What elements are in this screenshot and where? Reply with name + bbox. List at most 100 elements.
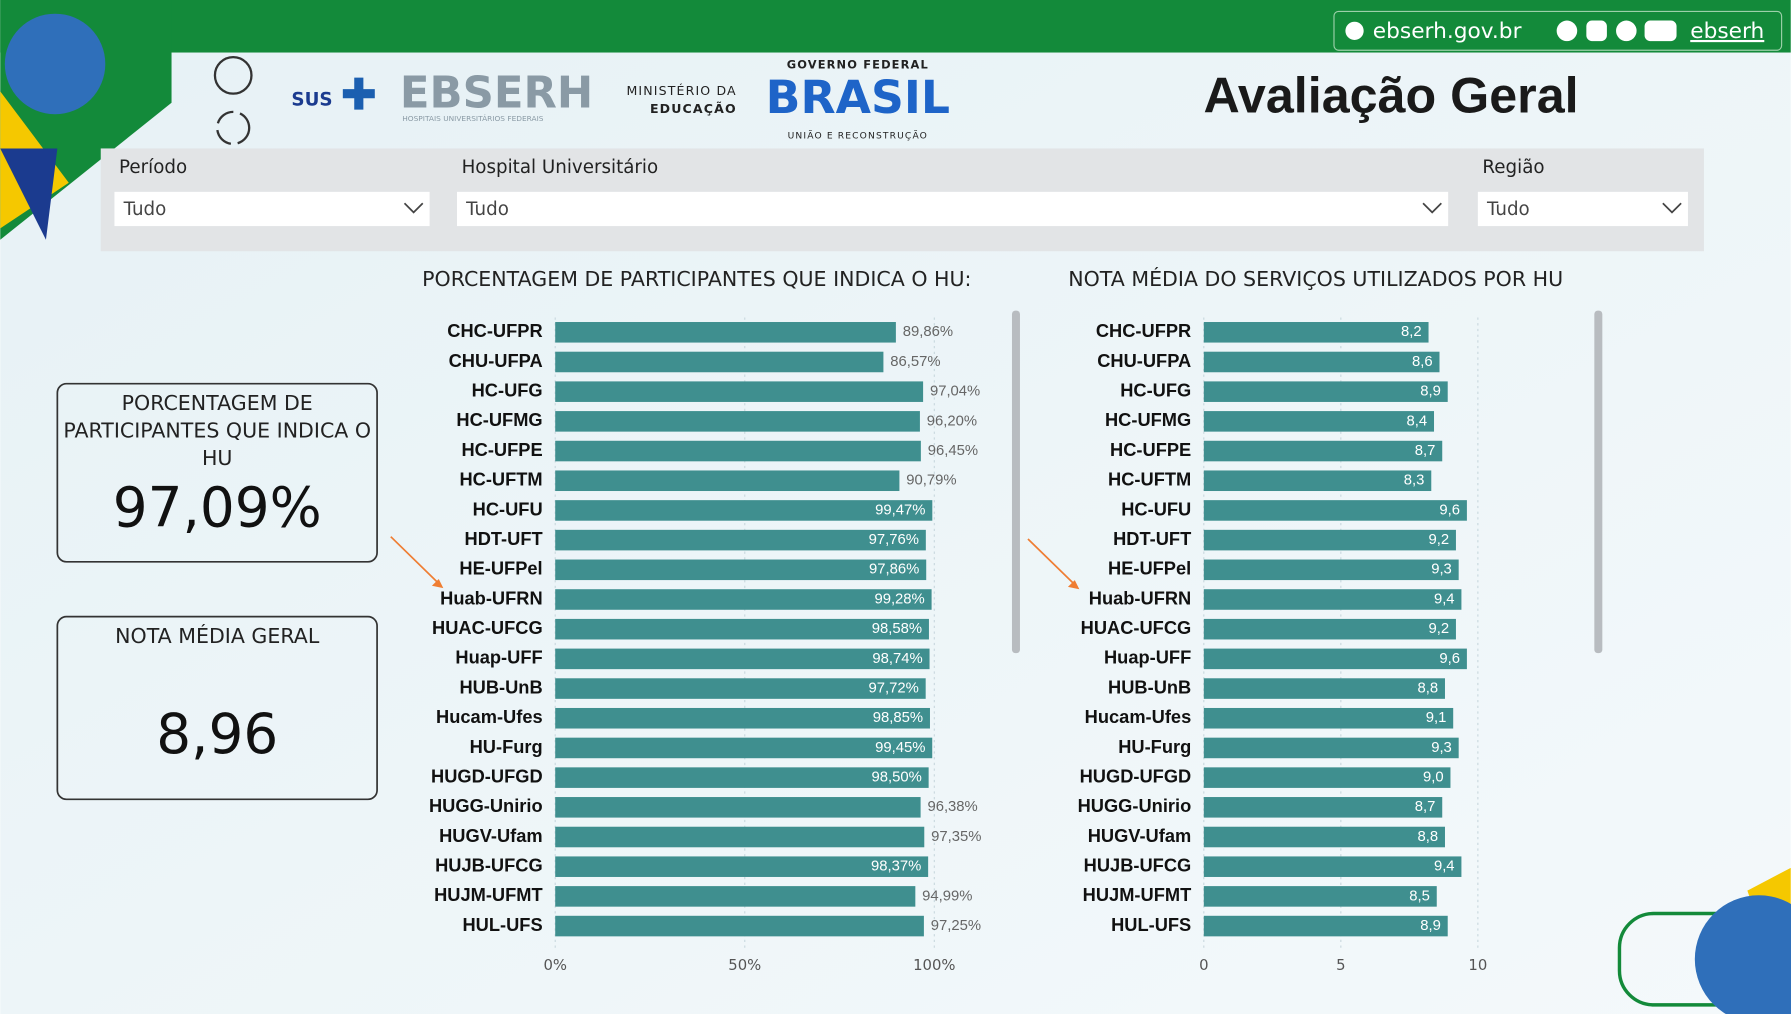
dropdown-chevron — [1422, 202, 1442, 214]
bar[interactable] — [1203, 678, 1445, 699]
value-label: 97,76% — [869, 532, 919, 548]
top-bar — [0, 0, 1791, 53]
value-label: 8,9 — [1420, 918, 1441, 934]
bar[interactable] — [555, 381, 924, 402]
value-label: 98,58% — [872, 621, 922, 637]
category-label: HC-UFG — [1120, 379, 1191, 400]
category-label: CHC-UFPR — [1096, 320, 1191, 341]
category-label: HC-UFU — [473, 498, 543, 519]
home-button[interactable] — [213, 55, 253, 95]
bar[interactable] — [1203, 915, 1448, 937]
category-label: HE-UFPel — [1108, 558, 1191, 579]
bar[interactable] — [1203, 381, 1448, 402]
bar[interactable] — [1203, 707, 1454, 729]
gov-top: GOVERNO FEDERAL — [787, 58, 929, 72]
bar[interactable] — [1203, 411, 1435, 432]
dropdown-value: Tudo — [465, 199, 509, 220]
bar[interactable] — [555, 500, 933, 521]
bar[interactable] — [1203, 351, 1440, 373]
value-label: 96,20% — [927, 413, 977, 429]
category-label: Huap-UFF — [455, 647, 542, 668]
bar[interactable] — [1203, 826, 1445, 848]
dropdown-chevron — [403, 202, 424, 214]
scrollbar[interactable] — [1011, 310, 1020, 654]
category-label: HU-Furg — [1118, 736, 1191, 757]
refresh-button[interactable] — [216, 110, 251, 146]
bar[interactable] — [555, 440, 921, 462]
bar[interactable] — [555, 529, 926, 551]
value-label: 97,25% — [931, 918, 981, 934]
bar[interactable] — [1203, 559, 1459, 581]
bar[interactable] — [1203, 856, 1462, 877]
category-label: HUGV-Ufam — [1088, 825, 1192, 846]
bar[interactable] — [555, 589, 932, 610]
bar[interactable] — [1203, 767, 1451, 788]
social-handle[interactable]: ebserh — [1690, 19, 1764, 44]
category-label: HUGD-UFGD — [1080, 765, 1192, 786]
bar[interactable] — [1203, 648, 1467, 670]
bar[interactable] — [555, 411, 920, 432]
arrow — [390, 536, 441, 586]
category-label: Huab-UFRN — [440, 587, 542, 608]
bar[interactable] — [555, 648, 930, 670]
bar[interactable] — [1203, 440, 1443, 462]
category-label: HUL-UFS — [1111, 914, 1191, 935]
x-tick-label: 10 — [1468, 957, 1487, 974]
arrow-head — [1067, 580, 1080, 590]
value-label: 86,57% — [890, 354, 940, 370]
category-label: HUL-UFS — [462, 914, 542, 935]
category-label: HUB-UnB — [459, 676, 542, 697]
bar[interactable] — [555, 856, 929, 877]
value-label: 98,74% — [872, 651, 922, 667]
value-label: 99,28% — [874, 591, 924, 607]
bar[interactable] — [555, 797, 921, 818]
category-label: HUJB-UFCG — [435, 855, 543, 876]
bar[interactable] — [555, 767, 929, 788]
site-link[interactable]: ebserh.gov.br — [1373, 19, 1522, 44]
bar[interactable] — [1203, 470, 1432, 492]
chart-title: NOTA MÉDIA DO SERVIÇOS UTILIZADOS POR HU — [1068, 266, 1563, 291]
dropdown-chevron — [1662, 202, 1682, 214]
bar[interactable] — [555, 322, 896, 343]
dropdown[interactable] — [1477, 191, 1688, 227]
bar[interactable] — [555, 678, 926, 699]
bar[interactable] — [1203, 797, 1443, 818]
bar[interactable] — [555, 351, 884, 373]
x-tick-label: 0 — [1199, 957, 1208, 974]
bar[interactable] — [1203, 618, 1456, 640]
bar[interactable] — [555, 707, 930, 729]
bar[interactable] — [1203, 589, 1462, 610]
bar[interactable] — [1203, 529, 1456, 551]
bar[interactable] — [1203, 322, 1429, 343]
scrollbar[interactable] — [1594, 310, 1603, 654]
category-label: Huap-UFF — [1104, 647, 1191, 668]
category-label: HE-UFPel — [459, 558, 542, 579]
category-label: HC-UFG — [472, 379, 543, 400]
bar[interactable] — [1203, 737, 1459, 759]
value-label: 96,38% — [927, 799, 977, 815]
category-label: HUAC-UFCG — [1081, 617, 1192, 638]
bar[interactable] — [555, 618, 929, 640]
bar[interactable] — [555, 915, 924, 937]
value-label: 8,2 — [1401, 324, 1422, 340]
dropdown[interactable] — [457, 191, 1449, 227]
category-label: HUB-UnB — [1108, 676, 1191, 697]
bar[interactable] — [1203, 500, 1467, 521]
bar[interactable] — [555, 886, 916, 907]
bar[interactable] — [555, 470, 900, 492]
dropdown-value: Tudo — [123, 199, 167, 220]
value-label: 9,3 — [1431, 740, 1452, 756]
ministry: EDUCAÇÃO — [650, 101, 737, 116]
value-label: 98,85% — [873, 710, 923, 726]
dropdown[interactable] — [114, 191, 430, 227]
value-label: 99,45% — [875, 740, 925, 756]
bar[interactable] — [555, 826, 925, 848]
bar[interactable] — [1203, 886, 1437, 907]
sus-cross — [342, 77, 375, 110]
ebserh-logo: EBSERH — [400, 68, 593, 118]
value-label: 8,8 — [1418, 680, 1439, 696]
value-label: 98,50% — [871, 770, 921, 786]
bar[interactable] — [555, 737, 933, 759]
value-label: 94,99% — [922, 888, 972, 904]
bar[interactable] — [555, 559, 927, 581]
